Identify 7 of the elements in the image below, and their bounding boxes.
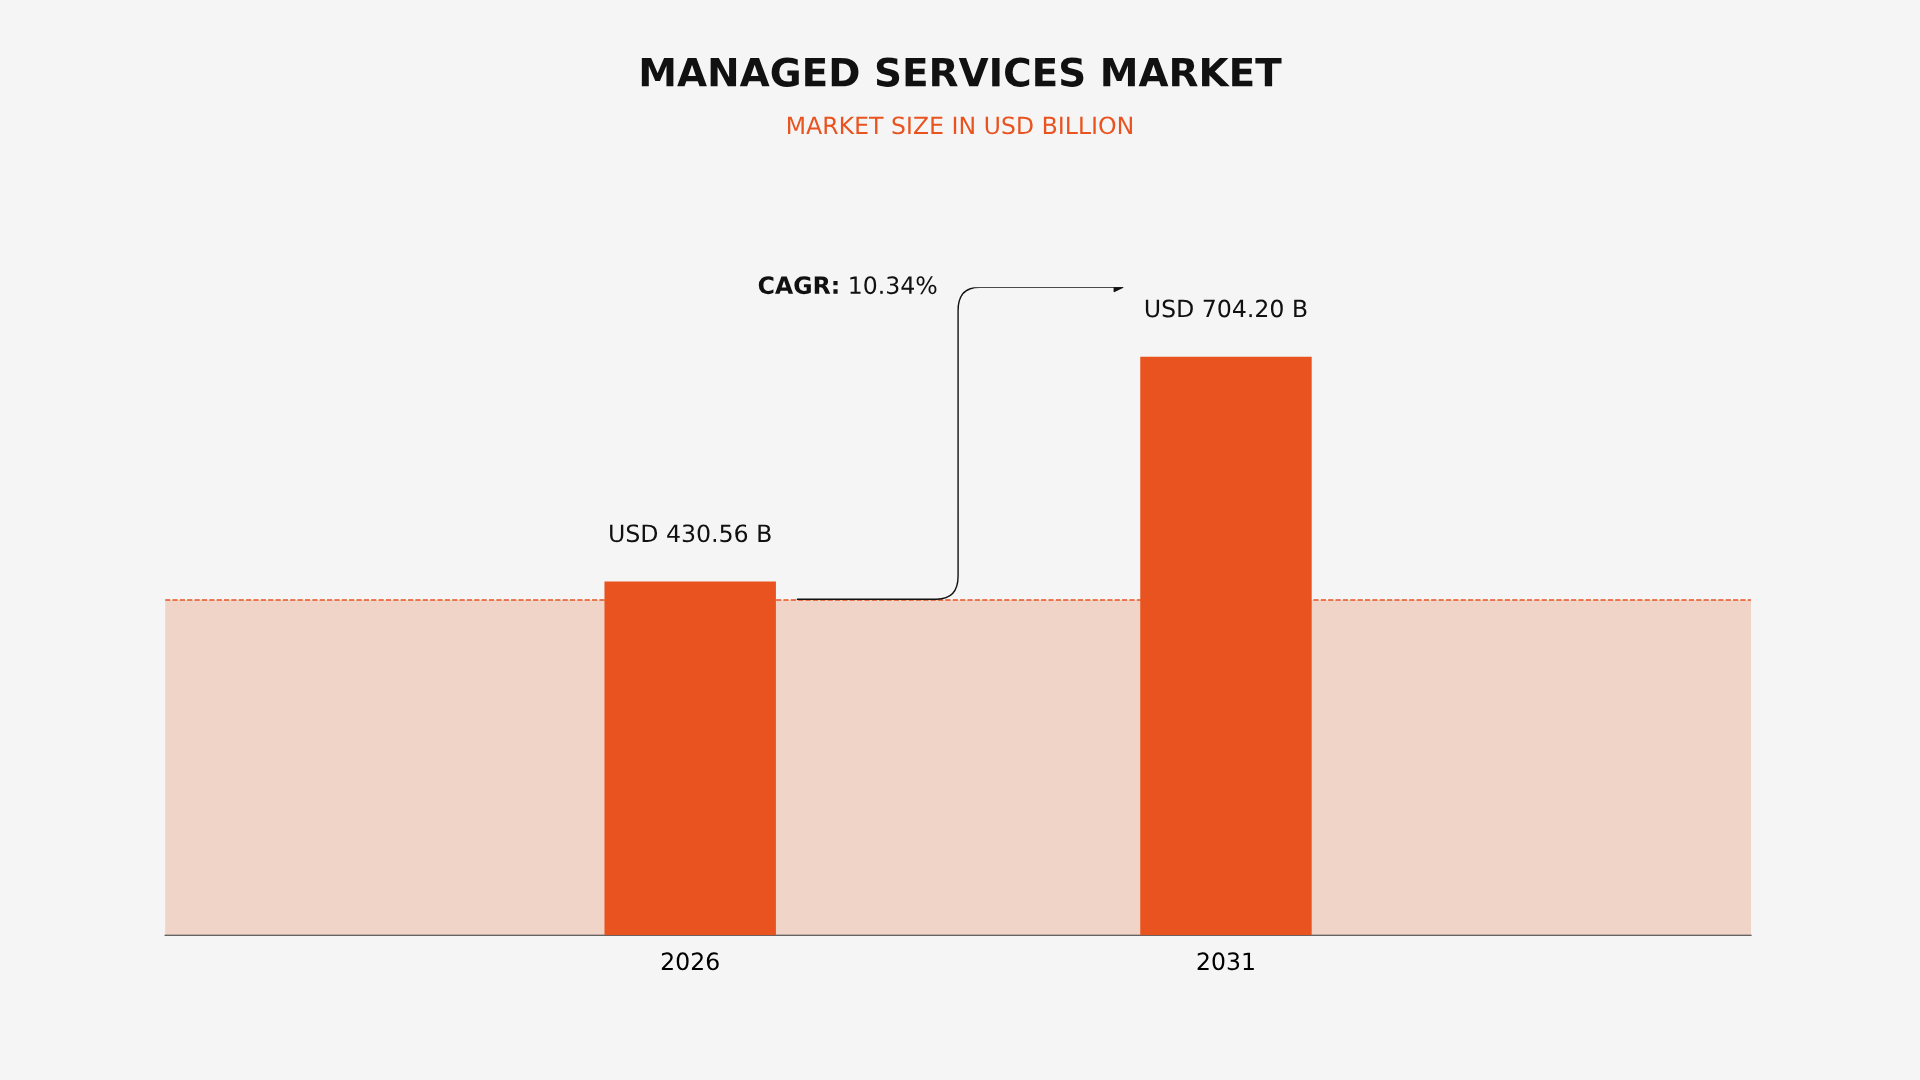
chart-title: MANAGED SERVICES MARKET [641, 57, 1282, 87]
chart-subtitle: MARKET SIZE IN USD BILLION [788, 116, 1132, 135]
x-tick-label: 2026 [661, 952, 719, 971]
x-tick-label: 2031 [1197, 952, 1254, 971]
data-label: USD 430.56 B [610, 524, 771, 543]
data-label: USD 704.20 B [1145, 299, 1307, 318]
text: CAGR: 10.34% [758, 276, 937, 295]
